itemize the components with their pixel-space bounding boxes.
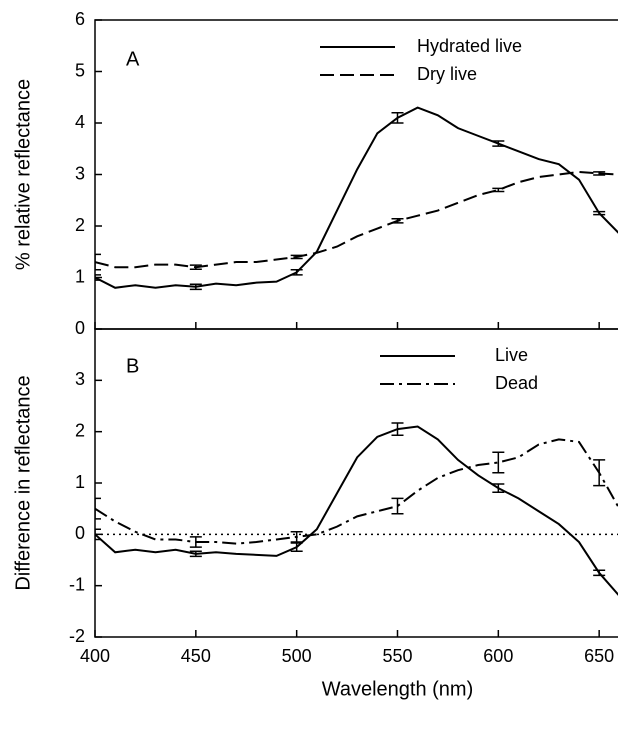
error-bar: [391, 422, 404, 437]
y-tick-label: 4: [75, 112, 85, 132]
error-bar: [593, 210, 606, 216]
error-bar: [189, 550, 202, 558]
error-bar: [189, 536, 202, 548]
panel-label: A: [126, 48, 140, 70]
series-line: [95, 425, 618, 596]
y-tick-label: -2: [69, 626, 85, 646]
legend-label: Dead: [495, 373, 538, 393]
y-axis-label: % relative reflectance: [12, 79, 34, 270]
series-line: [95, 170, 618, 269]
y-axis-label: Difference in reflectance: [12, 375, 34, 590]
plot-area: [95, 422, 618, 596]
error-bar: [391, 218, 404, 224]
error-bar: [492, 187, 505, 193]
error-bar: [290, 531, 303, 543]
y-tick-label: 1: [75, 472, 85, 492]
y-tick-label: 6: [75, 9, 85, 29]
error-bar: [492, 451, 505, 474]
error-bar: [593, 569, 606, 577]
y-tick-label: 3: [75, 369, 85, 389]
error-bar: [290, 269, 303, 276]
y-tick-label: 0: [75, 318, 85, 338]
y-tick-label: 2: [75, 215, 85, 235]
legend-label: Dry live: [417, 64, 477, 84]
error-bar: [189, 283, 202, 291]
y-tick-label: -1: [69, 574, 85, 594]
legend-label: Live: [495, 345, 528, 365]
x-tick-label: 450: [181, 646, 211, 666]
error-bar: [189, 264, 202, 271]
error-bar: [95, 253, 101, 271]
plot-frame: [94, 328, 618, 638]
y-tick-label: 2: [75, 420, 85, 440]
error-bar: [95, 528, 101, 541]
error-bar: [391, 111, 404, 124]
error-bar: [492, 483, 505, 493]
error-bar: [95, 497, 101, 520]
x-axis-label: Wavelength (nm): [322, 678, 474, 700]
y-tick-label: 3: [75, 163, 85, 183]
y-tick-label: 1: [75, 266, 85, 286]
x-tick-label: 500: [282, 646, 312, 666]
error-bar: [290, 254, 303, 260]
error-bar: [290, 542, 303, 553]
x-tick-label: 550: [382, 646, 412, 666]
error-bar: [95, 274, 101, 281]
y-tick-label: 5: [75, 60, 85, 80]
y-tick-label: 0: [75, 523, 85, 543]
error-bar: [391, 497, 404, 515]
legend-label: Hydrated live: [417, 36, 522, 56]
plot-area: [95, 106, 618, 291]
error-bar: [593, 459, 606, 487]
panel-label: B: [126, 355, 139, 377]
error-bar: [492, 140, 505, 147]
x-tick-label: 600: [483, 646, 513, 666]
x-tick-label: 650: [584, 646, 614, 666]
error-bar: [593, 171, 606, 176]
x-tick-label: 400: [80, 646, 110, 666]
plot-frame: [94, 19, 618, 330]
series-line: [95, 106, 618, 289]
